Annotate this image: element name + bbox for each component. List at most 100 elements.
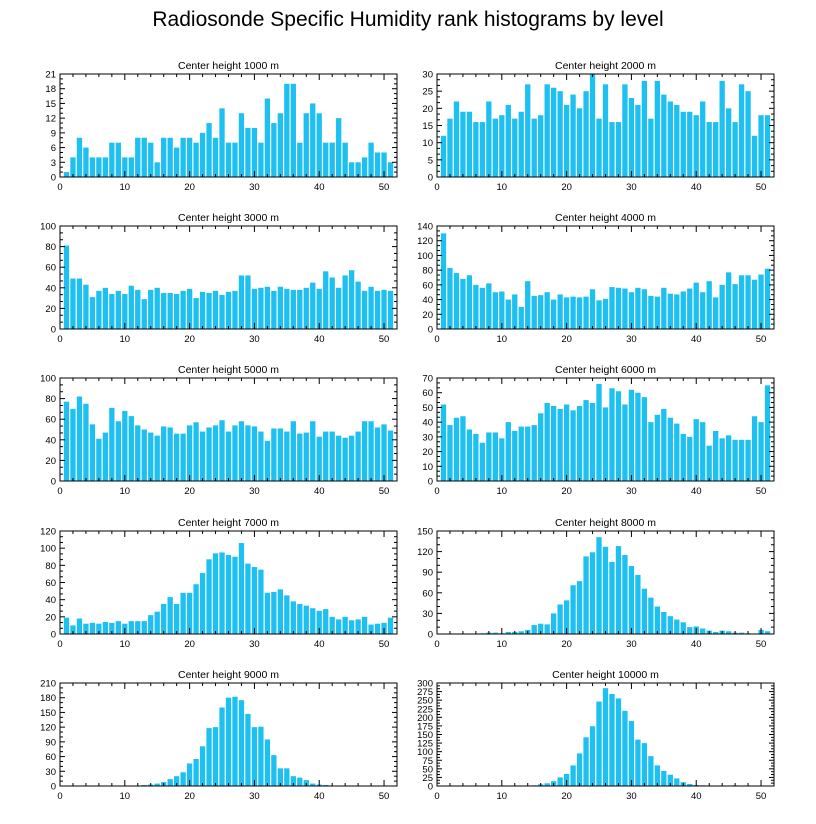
histogram-bar xyxy=(387,430,394,481)
x-tick-label: 30 xyxy=(249,334,260,345)
histogram-bar xyxy=(732,284,738,329)
histogram-bar xyxy=(732,439,738,481)
histogram-bar xyxy=(316,113,322,177)
y-tick-label: 0 xyxy=(428,325,433,336)
y-tick-label: 100 xyxy=(417,747,433,758)
histogram-bar xyxy=(628,98,635,177)
histogram-bar xyxy=(128,157,134,177)
histogram-bar xyxy=(83,147,89,177)
histogram-bar xyxy=(76,396,83,481)
histogram-bar xyxy=(751,416,758,481)
histogram-bar xyxy=(693,282,699,329)
histogram-bar xyxy=(654,765,660,786)
histogram-bar xyxy=(225,431,232,481)
x-tick-label: 50 xyxy=(756,334,767,345)
y-tick-label: 30 xyxy=(45,767,56,778)
histogram-bar xyxy=(310,103,316,177)
histogram-bar xyxy=(271,755,277,786)
histogram-bar xyxy=(609,388,615,481)
histogram-bar xyxy=(76,278,83,329)
histogram-bar xyxy=(479,442,486,481)
histogram-bar xyxy=(687,111,693,177)
histogram-bar xyxy=(193,584,199,634)
y-tick-label: 180 xyxy=(40,693,56,704)
histogram-bar xyxy=(544,292,550,329)
x-tick-label: 50 xyxy=(379,182,390,193)
histogram-bar xyxy=(297,142,303,177)
histogram-bar xyxy=(440,135,447,177)
histogram-bar xyxy=(70,278,76,329)
histogram-bar xyxy=(680,622,686,634)
histogram-bar xyxy=(63,617,70,634)
histogram-bar xyxy=(284,431,290,481)
histogram-bar xyxy=(518,631,524,634)
histogram-bar xyxy=(258,287,264,329)
y-tick-label: 12 xyxy=(45,114,56,125)
x-tick-label: 50 xyxy=(379,486,390,497)
histogram-bar xyxy=(719,80,725,177)
histogram-bar xyxy=(492,432,498,481)
y-tick-label: 30 xyxy=(422,432,433,443)
histogram-bar xyxy=(648,295,654,329)
histogram-bar xyxy=(687,627,693,634)
y-tick-label: 25 xyxy=(422,87,433,98)
histogram-bar xyxy=(576,405,583,481)
histogram-bar xyxy=(609,122,615,177)
histogram-bar xyxy=(115,290,121,329)
histogram-panel: Center height 9000 m 0 30 60 90 120 150 180 210 0… xyxy=(40,669,398,802)
histogram-bar xyxy=(212,425,219,481)
histogram-bar xyxy=(238,700,245,786)
histogram-bar xyxy=(361,290,368,329)
histogram-bar xyxy=(154,287,160,329)
y-tick-label: 15 xyxy=(422,121,433,132)
histogram-bar xyxy=(687,288,693,329)
histogram-bar xyxy=(264,440,271,481)
histogram-bar xyxy=(460,416,466,481)
histogram-bar xyxy=(264,592,271,634)
histogram-bar xyxy=(199,573,206,634)
panel-title: Center height 8000 m xyxy=(555,517,656,529)
histogram-bar xyxy=(687,436,693,481)
y-tick-label: 20 xyxy=(422,310,433,321)
histogram-bar xyxy=(264,739,271,786)
x-tick-label: 40 xyxy=(314,486,325,497)
y-tick-label: 0 xyxy=(51,630,56,641)
histogram-bar xyxy=(225,555,232,634)
y-tick-label: 21 xyxy=(45,70,56,81)
y-tick-label: 60 xyxy=(422,388,433,399)
histogram-bar xyxy=(544,783,550,786)
histogram-bar xyxy=(551,405,557,481)
y-tick-label: 40 xyxy=(422,295,433,306)
histogram-bar xyxy=(387,617,394,634)
histogram-bar xyxy=(700,292,706,329)
y-tick-label: 40 xyxy=(422,418,433,429)
histogram-bar xyxy=(583,91,589,177)
histogram-bar xyxy=(329,142,335,177)
histogram-bar xyxy=(180,433,186,481)
histogram-bar xyxy=(453,101,460,177)
histogram-bar xyxy=(641,743,648,786)
histogram-bar xyxy=(713,430,719,481)
histogram-bar xyxy=(758,274,764,329)
histogram-bar xyxy=(764,115,771,177)
histogram-bar xyxy=(576,297,583,329)
histogram-bar xyxy=(460,111,466,177)
histogram-bar xyxy=(89,622,96,634)
y-tick-label: 50 xyxy=(422,403,433,414)
histogram-bar xyxy=(628,292,635,329)
histogram-bar xyxy=(531,625,537,634)
histogram-bar xyxy=(109,622,115,634)
histogram-bar xyxy=(505,631,511,634)
y-tick-label: 20 xyxy=(45,304,56,315)
histogram-bar xyxy=(186,425,193,481)
y-tick-label: 3 xyxy=(51,158,56,169)
panel-title: Center height 5000 m xyxy=(178,364,279,376)
histogram-bar xyxy=(180,290,186,329)
histogram-panel: Center height 4000 m 0 20 40 60 80 100 120 140 0 1… xyxy=(417,212,775,345)
histogram-bar xyxy=(212,290,219,329)
histogram-bar xyxy=(277,113,283,177)
y-tick-label: 120 xyxy=(40,723,56,734)
histogram-bar xyxy=(738,439,745,481)
histogram-bar xyxy=(570,765,576,786)
histogram-bar xyxy=(745,91,751,177)
